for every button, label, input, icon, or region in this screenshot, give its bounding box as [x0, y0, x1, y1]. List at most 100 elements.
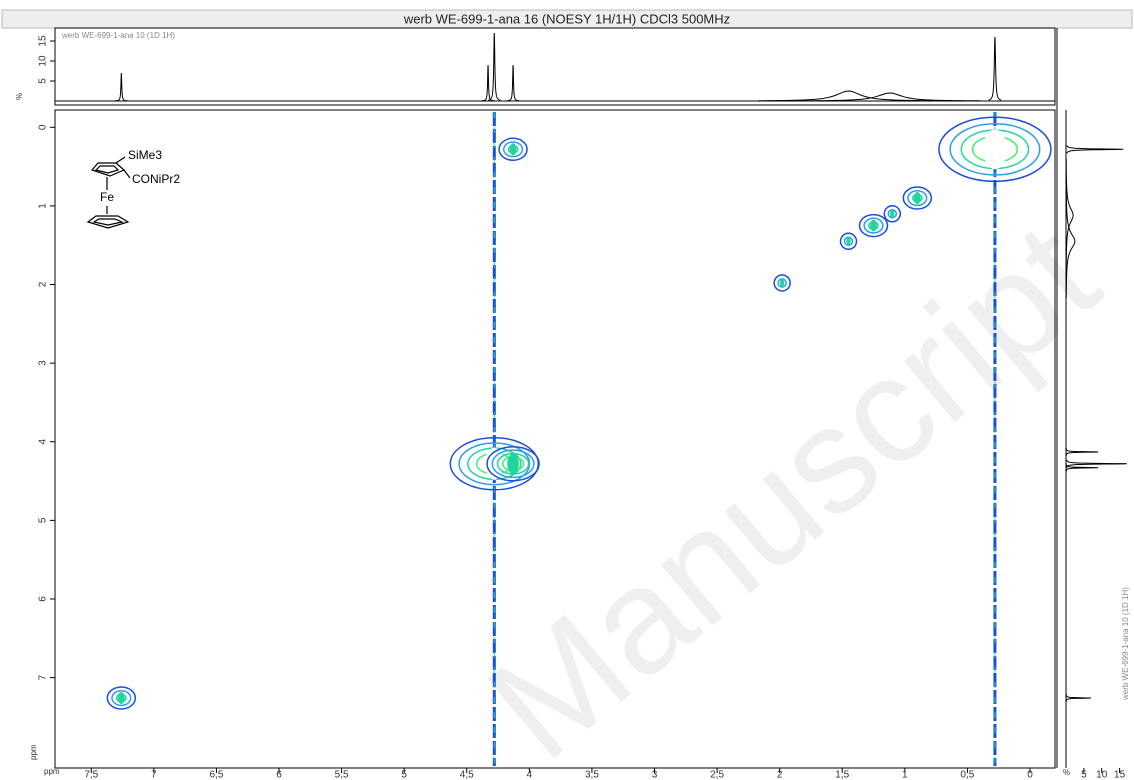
- x-tick-label: 0: [1027, 770, 1033, 780]
- contour-level: [863, 217, 884, 234]
- right-peak: [1066, 145, 1124, 154]
- top-tick-label: 10: [38, 55, 49, 67]
- top-peak: [115, 72, 128, 102]
- cross-peak: [773, 274, 791, 292]
- right-tick-label: 5: [1081, 770, 1087, 780]
- contour-level: [773, 274, 791, 292]
- x-tick-label: 7,5: [84, 770, 98, 780]
- projection-label-right: werb WE-699-1-ana 10 (1D 1H): [1121, 587, 1130, 701]
- top-peak: [758, 90, 939, 102]
- cross-peak: [486, 446, 540, 482]
- cp-inner: [92, 218, 124, 226]
- contour-level: [858, 213, 889, 238]
- x-tick-label: 1: [902, 770, 908, 780]
- contour-core: [913, 192, 921, 205]
- x-tick-label: 3: [652, 770, 658, 780]
- right-peak: [1065, 463, 1099, 472]
- bond: [115, 156, 126, 164]
- contour-level: [907, 189, 928, 207]
- contour-core: [509, 143, 517, 156]
- contour-level: [486, 446, 540, 482]
- cross-peak: [839, 232, 858, 251]
- y-tick-label: 0: [38, 124, 49, 130]
- right-peak: [1065, 694, 1092, 703]
- x-tick-label: 6,5: [209, 770, 223, 780]
- contour-level: [883, 205, 902, 223]
- contour-level: [938, 116, 1052, 183]
- y-tick-label: 5: [38, 517, 49, 523]
- y-tick-label: 4: [38, 439, 49, 445]
- top-panel: [54, 27, 1056, 106]
- x-tick-label: 0,5: [960, 770, 974, 780]
- structure-label: CONiPr2: [132, 172, 180, 186]
- contour-level: [449, 437, 540, 491]
- contour-core: [846, 237, 851, 246]
- structure: [86, 156, 131, 229]
- x-tick-label: 1,5: [835, 770, 849, 780]
- x-tick-label: 2: [777, 770, 783, 780]
- x-tick-label: 5,5: [335, 770, 349, 780]
- top-tick-label: 15: [38, 35, 49, 47]
- contour-core: [870, 219, 877, 232]
- x-tick-label: 5: [401, 770, 407, 780]
- x-tick-label: 2,5: [710, 770, 724, 780]
- top-peak: [799, 92, 980, 102]
- contour-level: [902, 186, 933, 210]
- x-tick-label: 6: [276, 770, 282, 780]
- contour-core: [983, 129, 1007, 170]
- right-tick-label: 10: [1096, 770, 1108, 780]
- top-peak: [988, 36, 1002, 101]
- x-axis-label: ppm: [44, 767, 60, 776]
- cp-inner: [94, 165, 120, 174]
- right-peak: [1065, 184, 1076, 298]
- cross-peak: [883, 205, 902, 223]
- x-tick-label: 4,5: [460, 770, 474, 780]
- contour-level: [949, 122, 1041, 176]
- y-tick-label: 1: [38, 203, 49, 209]
- projection-axis-label-right: %: [1063, 768, 1070, 777]
- x-tick-label: 7: [151, 770, 157, 780]
- cross-peak: [858, 213, 889, 238]
- contour-level: [502, 141, 524, 158]
- y-axis-label: ppm: [29, 744, 38, 760]
- contour-core: [507, 453, 519, 474]
- cp-ring: [90, 162, 126, 177]
- right-peak: [1065, 447, 1099, 456]
- cross-peak: [938, 116, 1052, 183]
- y-tick-label: 6: [38, 596, 49, 602]
- contour-level: [458, 442, 531, 486]
- projection-axis-label: %: [15, 93, 24, 100]
- top-peak: [481, 64, 495, 102]
- main-panel: [54, 109, 1056, 769]
- contour-core: [117, 692, 125, 705]
- structure-label: SiMe3: [128, 148, 162, 162]
- cp-ring: [86, 215, 130, 229]
- right-peak: [1066, 459, 1127, 468]
- contour-core: [890, 209, 895, 218]
- contour-level: [839, 232, 858, 251]
- contour-core: [779, 278, 785, 287]
- top-peak: [487, 32, 501, 101]
- contour-level: [106, 686, 137, 710]
- bond: [123, 169, 131, 179]
- chart-title: werb WE-699-1-ana 16 (NOESY 1H/1H) CDCl3…: [403, 11, 730, 26]
- top-tick-label: 5: [38, 78, 49, 84]
- cross-peak: [106, 686, 137, 710]
- x-tick-label: 3,5: [585, 770, 599, 780]
- cross-peak: [902, 186, 933, 210]
- y-tick-label: 3: [38, 360, 49, 366]
- right-tick-label: 15: [1114, 770, 1126, 780]
- contour-level: [111, 689, 132, 707]
- contour-level: [491, 449, 535, 479]
- contour-level: [496, 452, 530, 475]
- y-tick-label: 7: [38, 674, 49, 680]
- cross-peak: [498, 137, 528, 162]
- y-tick-label: 2: [38, 281, 49, 287]
- structure-label: Fe: [100, 190, 114, 204]
- right-peak: [1065, 158, 1074, 272]
- projection-label: werb WE-699-1-ana 10 (1D 1H): [61, 31, 175, 40]
- x-tick-label: 4: [527, 770, 533, 780]
- contour-level: [498, 137, 528, 162]
